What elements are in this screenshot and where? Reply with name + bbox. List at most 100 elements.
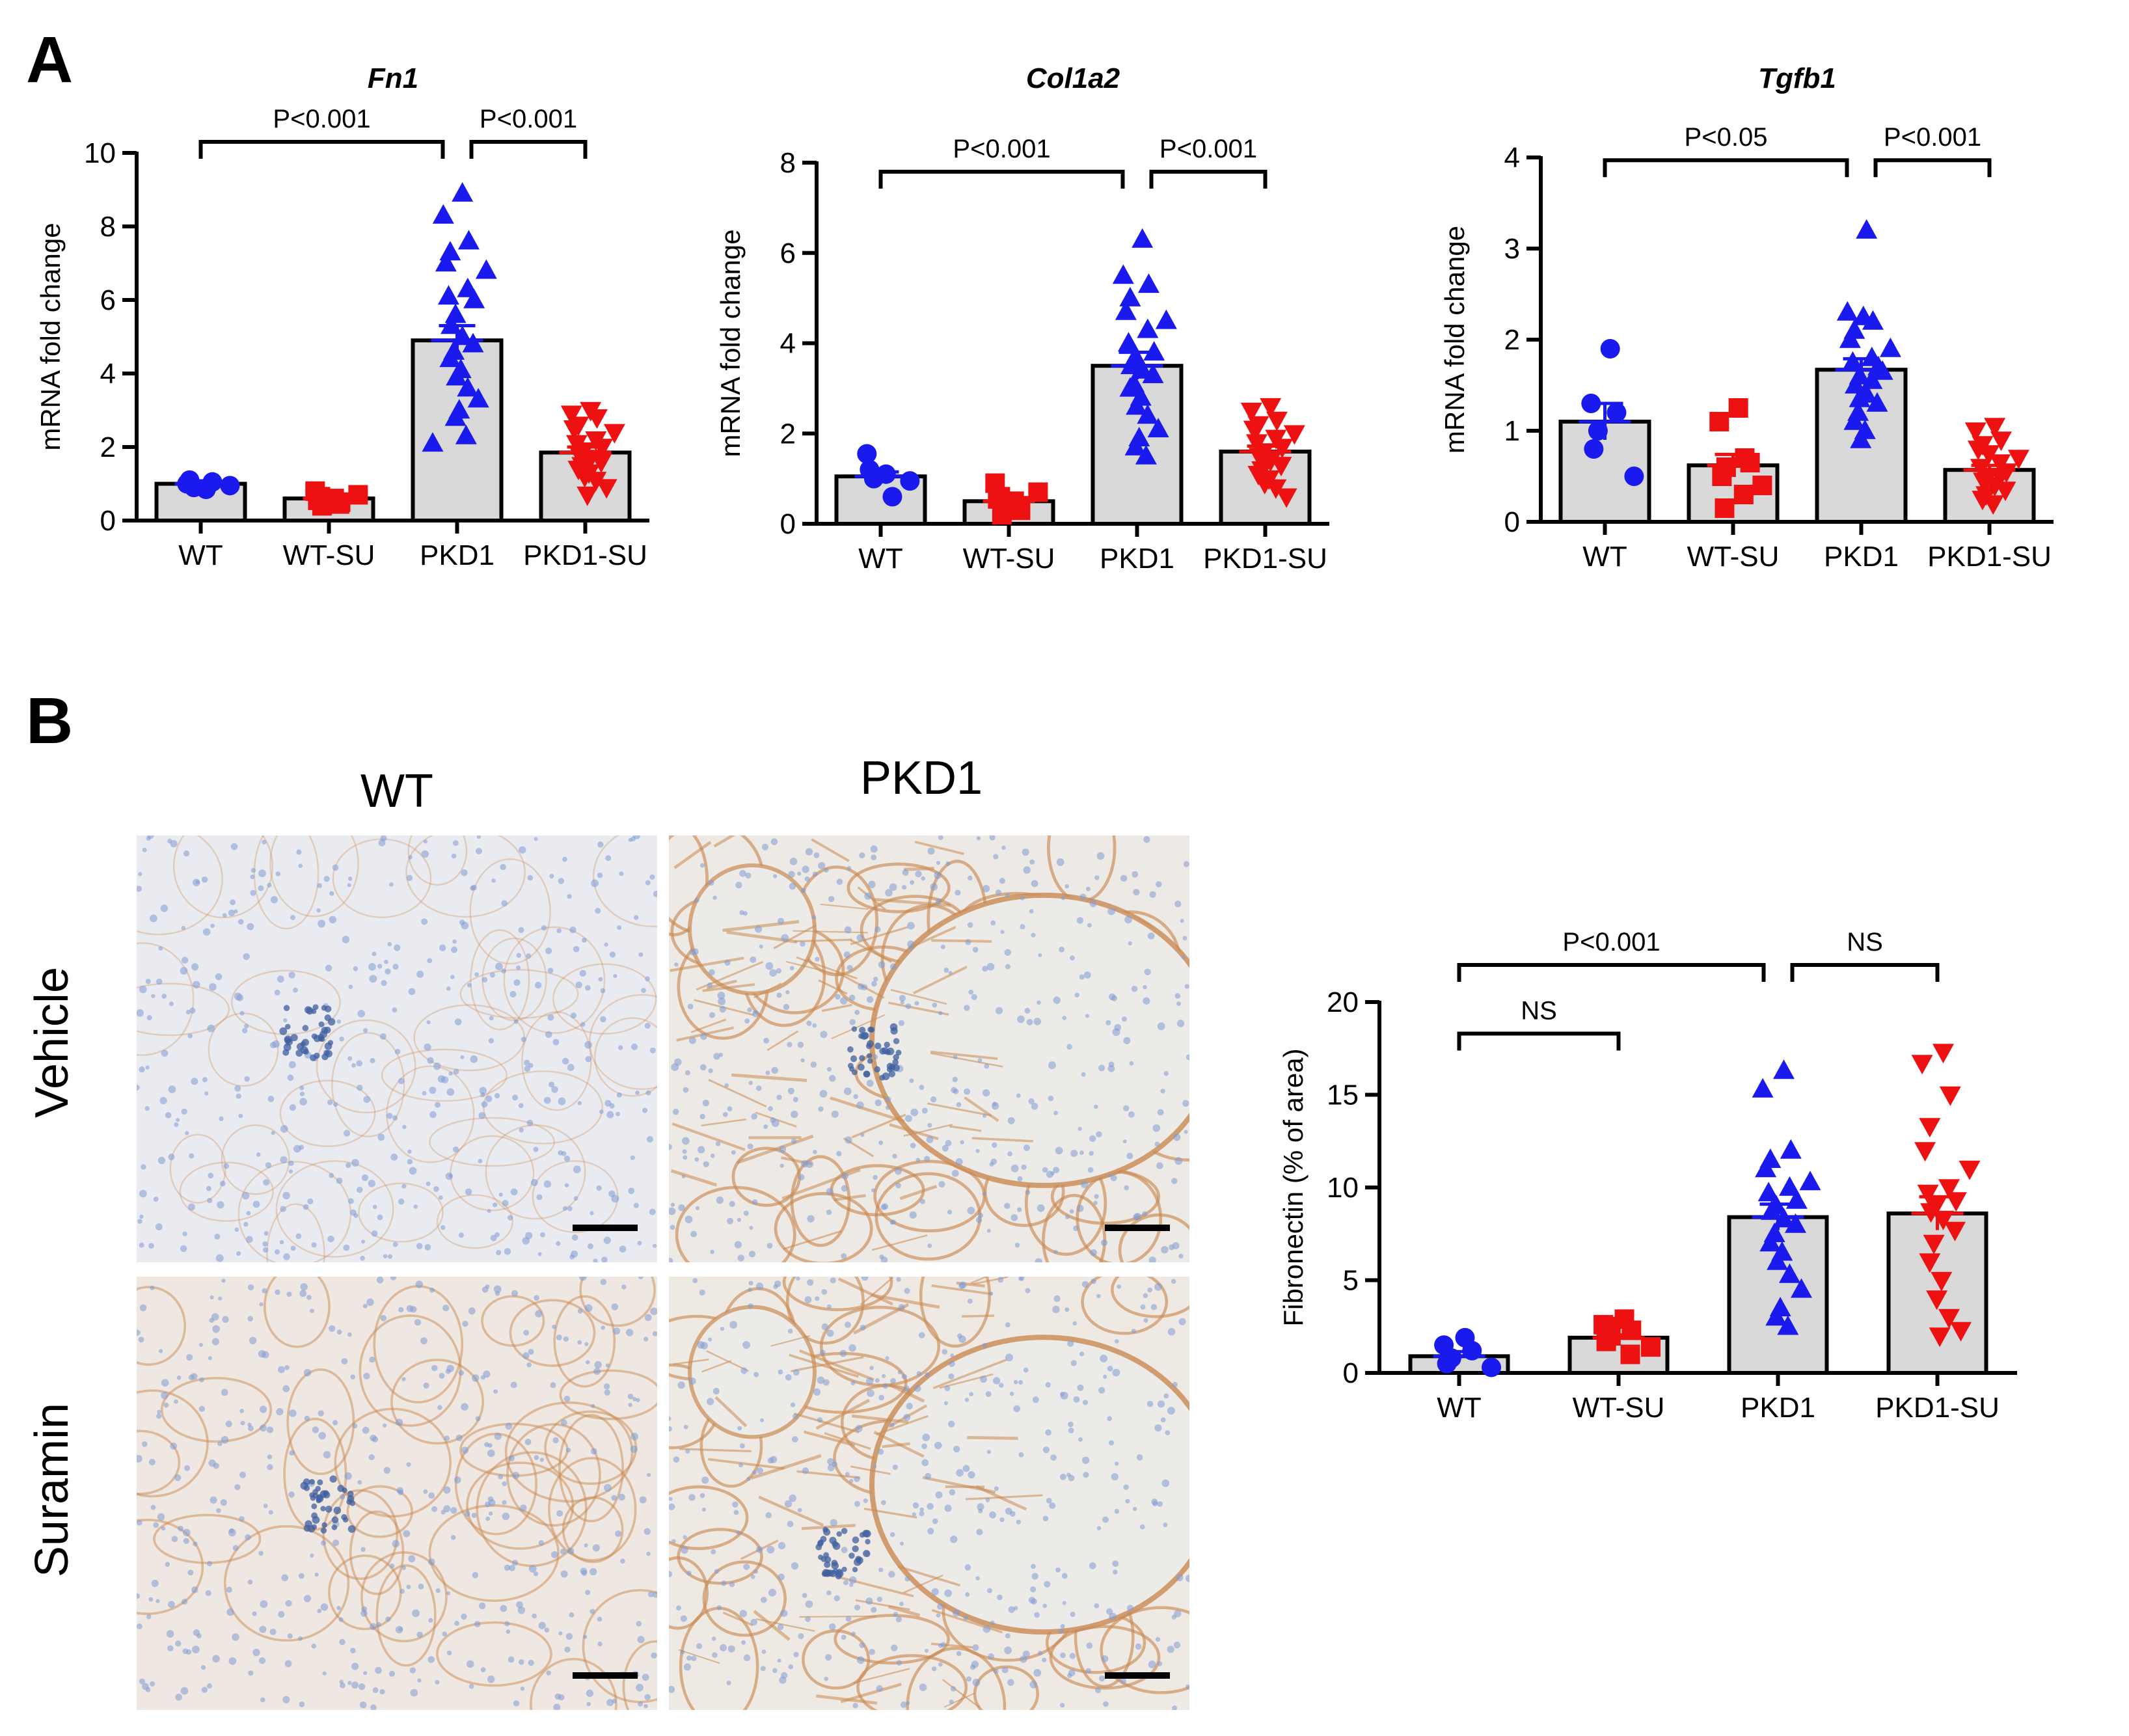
nucleus [1176, 1574, 1184, 1582]
nucleus [1096, 852, 1105, 860]
nucleus [1073, 1225, 1079, 1232]
nucleus [1114, 1508, 1120, 1514]
nucleus [462, 1320, 468, 1327]
nucleus [642, 1107, 648, 1113]
fibrotic-strand [914, 841, 964, 856]
fibronectin-point-pkd1-su [1929, 1327, 1951, 1348]
fn1-point-pkd1 [422, 432, 444, 452]
glomerulus-nucleus [309, 1054, 317, 1061]
nucleus [357, 1480, 362, 1485]
nucleus [387, 942, 392, 947]
nucleus [888, 1571, 895, 1578]
fn1-y-tick-label: 8 [100, 211, 116, 243]
nucleus [773, 1284, 778, 1290]
nucleus [247, 923, 254, 930]
glomerulus-nucleus [312, 1004, 319, 1010]
nucleus [699, 1064, 707, 1071]
col1a2-chart-title: Col1a2 [1026, 62, 1120, 94]
fibronectin-y-tick-label: 20 [1327, 986, 1359, 1018]
nucleus [770, 838, 778, 845]
nucleus [619, 871, 624, 876]
nucleus [1005, 1322, 1010, 1327]
nucleus [699, 1289, 705, 1296]
nucleus [1108, 1440, 1114, 1446]
nucleus [170, 1442, 178, 1450]
nucleus [1020, 924, 1025, 930]
fibrotic-strand [799, 1349, 875, 1381]
nucleus [745, 873, 752, 879]
nucleus [537, 1252, 542, 1256]
nucleus [1123, 1105, 1130, 1111]
nucleus [918, 1332, 925, 1338]
glomerulus-nucleus [321, 1027, 329, 1034]
nucleus [1017, 1207, 1022, 1212]
nucleus [493, 1285, 502, 1294]
tgfb1-y-tick-label: 3 [1504, 233, 1520, 265]
nucleus [1100, 1354, 1108, 1363]
nucleus [1111, 1473, 1119, 1481]
nucleus [584, 1304, 593, 1312]
col1a2-x-tick-label: WT [858, 543, 902, 575]
nucleus [761, 1649, 766, 1654]
nucleus [636, 1621, 642, 1627]
nucleus [478, 1112, 486, 1119]
nucleus [700, 1033, 707, 1040]
nucleus [813, 852, 820, 858]
nucleus [269, 1628, 277, 1635]
nucleus [1148, 1660, 1156, 1668]
nucleus [1053, 1167, 1060, 1174]
nucleus [487, 1496, 494, 1502]
nucleus [1115, 1461, 1119, 1466]
nucleus [800, 1058, 805, 1063]
nucleus [388, 1670, 396, 1677]
nucleus [938, 1010, 943, 1016]
nucleus [431, 1364, 438, 1372]
nucleus [955, 1158, 963, 1165]
nucleus [1023, 1650, 1030, 1658]
nucleus [885, 889, 893, 897]
nucleus [902, 885, 907, 890]
nucleus [876, 1685, 883, 1692]
col1a2-point-pkd1-su [1271, 439, 1294, 459]
nucleus [202, 928, 211, 936]
tgfb1-x-tick-label: WT [1582, 541, 1627, 573]
nucleus [876, 1596, 882, 1603]
nucleus [630, 1445, 638, 1453]
nucleus [288, 1160, 294, 1167]
nucleus [142, 847, 147, 852]
nucleus [1107, 907, 1115, 915]
nucleus [340, 1494, 346, 1500]
nucleus [351, 1159, 359, 1167]
nucleus [968, 989, 974, 995]
nucleus [379, 1033, 386, 1040]
nucleus [1143, 984, 1147, 990]
nucleus [560, 1549, 566, 1555]
nucleus [1182, 936, 1187, 941]
tubule-outline [436, 1621, 552, 1687]
glomerulus-nucleus [296, 1042, 305, 1051]
nucleus [336, 1019, 342, 1024]
tubule-outline [547, 1457, 637, 1562]
nucleus [1098, 1065, 1105, 1072]
nucleus [151, 994, 156, 998]
fibrotic-strand [799, 1615, 876, 1618]
nucleus [1107, 1173, 1112, 1178]
nucleus [528, 1659, 534, 1666]
nucleus [787, 1328, 793, 1334]
col1a2-point-wt [860, 459, 880, 480]
nucleus [1066, 1044, 1072, 1050]
nucleus [191, 963, 199, 971]
fibronectin-significance-bracket [1457, 1031, 1621, 1051]
nucleus [139, 1242, 144, 1248]
nucleus [856, 934, 864, 942]
nucleus [802, 1593, 807, 1598]
fibrotic-strand [713, 835, 736, 848]
fibrotic-strand [673, 1359, 709, 1366]
glomerulus-nucleus [321, 1053, 329, 1061]
nucleus [1060, 1623, 1065, 1629]
nucleus [885, 1096, 891, 1103]
nucleus [236, 994, 244, 1001]
nucleus [1103, 1374, 1107, 1379]
nucleus [729, 1200, 735, 1207]
nucleus [737, 1217, 741, 1222]
